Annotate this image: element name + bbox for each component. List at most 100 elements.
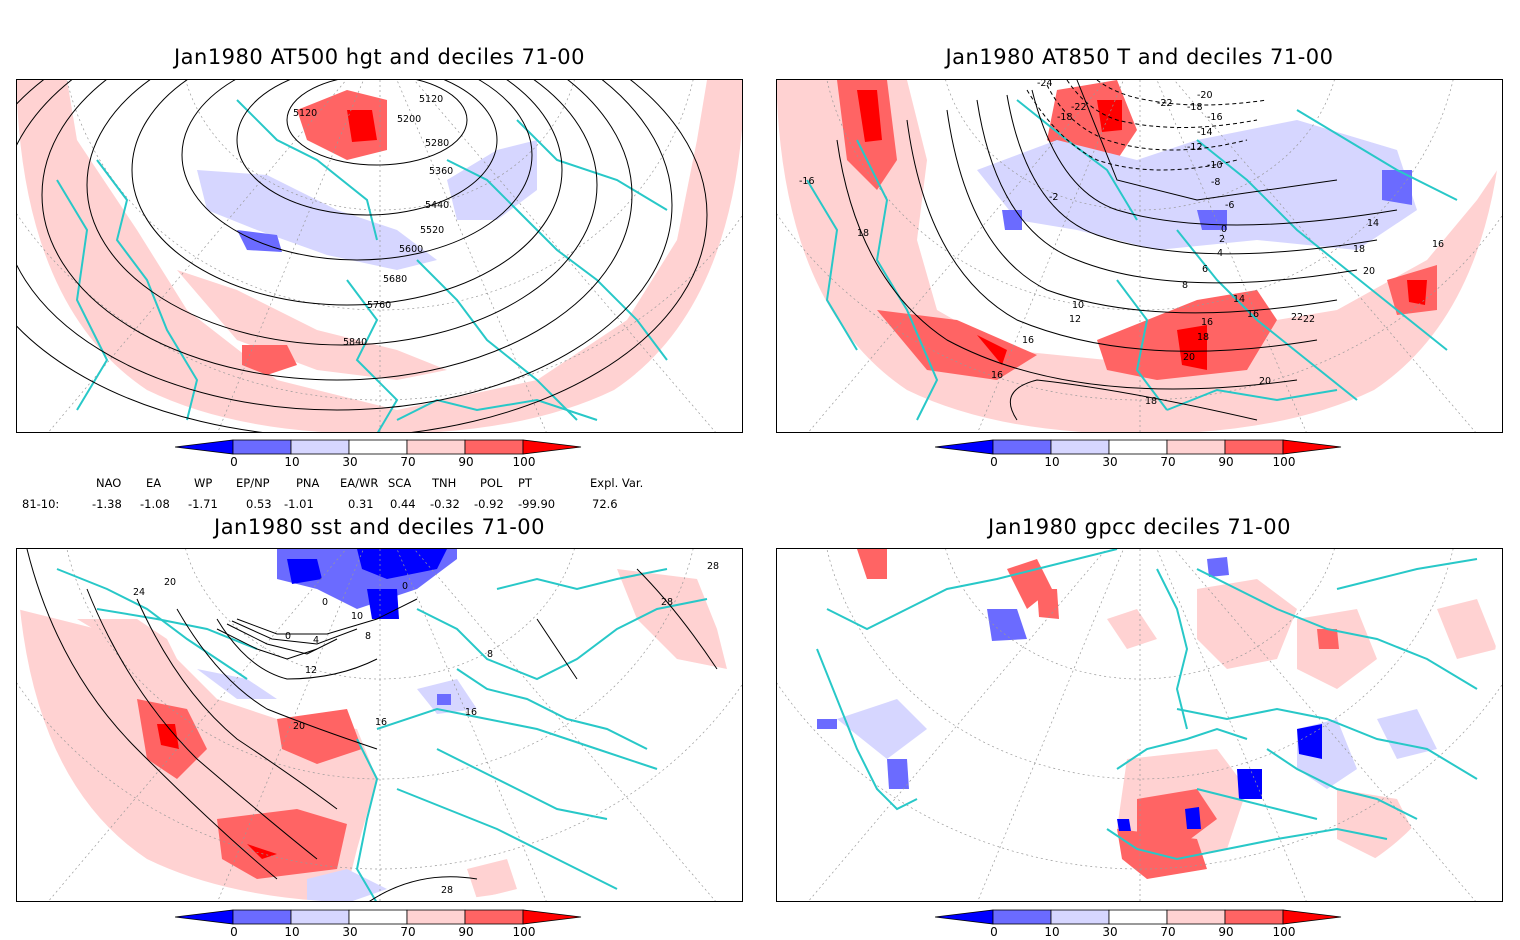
colorbar-segment [174, 909, 234, 925]
disk-mask [777, 549, 1502, 901]
contour-label: 5360 [429, 166, 453, 177]
colorbar-label: 100 [512, 455, 536, 469]
contour-label: 12 [1069, 314, 1081, 325]
contour-label: 16 [1201, 317, 1213, 328]
contour-label: 18 [1197, 332, 1209, 343]
panel-title-sst: Jan1980 sst and deciles 71-00 [214, 515, 545, 539]
contour-label: 20 [164, 577, 176, 588]
colorbar-label: 30 [1102, 455, 1118, 469]
colorbar-segment [406, 439, 466, 455]
contour-label: 0 [1221, 224, 1227, 235]
contour-label: 8 [1182, 280, 1188, 291]
graticule [777, 549, 1502, 901]
contour-label: 5760 [367, 300, 391, 311]
contour-label: 0 [285, 631, 291, 642]
contour-label: -10 [1207, 160, 1223, 171]
contour-label: 8 [365, 631, 371, 642]
contour-label: -22 [1071, 102, 1087, 113]
graticule [777, 80, 1502, 432]
colorbar-segment [992, 439, 1052, 455]
map-hgt: 5120 5120 5200 5280 5360 5440 5520 5600 … [17, 80, 742, 432]
contour-label: 5120 [419, 94, 443, 105]
index-value: -1.08 [140, 497, 170, 511]
contour-label: 22 [1291, 312, 1303, 323]
colorbar-segment [1282, 909, 1342, 925]
colorbar-segment [1108, 439, 1168, 455]
colorbar-ramp [934, 439, 1342, 455]
colorbar-segment [290, 439, 350, 455]
contour-label: 16 [991, 370, 1003, 381]
contour-label: 5600 [399, 244, 423, 255]
contour-label: 14 [1367, 218, 1379, 229]
colorbar-label: 70 [400, 925, 416, 939]
colorbar-label: 90 [458, 455, 474, 469]
contour-label: 16 [1432, 239, 1444, 250]
contour-label: 5280 [425, 138, 449, 149]
colorbar-label: 10 [1044, 925, 1060, 939]
contour-label: 6 [1202, 264, 1208, 275]
index-header-pol: POL [480, 476, 503, 490]
colorbar-label: 70 [400, 455, 416, 469]
index-header-pt: PT [518, 476, 532, 490]
colorbar-segment [464, 909, 524, 925]
graticule [17, 80, 742, 432]
contour-label: -22 [1157, 98, 1173, 109]
contour-labels: 24 20 0 0 4 8 10 0 12 16 20 16 8 28 28 2… [133, 561, 719, 896]
colorbar-segment [1108, 909, 1168, 925]
index-header-wp: WP [194, 476, 213, 490]
colorbar-segment [290, 909, 350, 925]
contour-label: 16 [465, 707, 477, 718]
index-header-eawr: EA/WR [340, 476, 379, 490]
contour-label: 18 [857, 228, 869, 239]
temperature-contours [836, 80, 1398, 421]
colorbar-label: 30 [1102, 925, 1118, 939]
contour-label: 16 [1022, 335, 1034, 346]
contour-label: -14 [1197, 127, 1213, 138]
contour-labels: 5120 5120 5200 5280 5360 5440 5520 5600 … [293, 94, 453, 348]
colorbar-label: 100 [512, 925, 536, 939]
colorbar-label: 0 [230, 455, 238, 469]
index-value: 0.44 [390, 497, 416, 511]
colorbar-segment [1224, 439, 1284, 455]
colorbar-label: 10 [1044, 455, 1060, 469]
contour-label: 0 [322, 597, 328, 608]
colorbar-label: 10 [284, 455, 300, 469]
colorbar-segment [1050, 909, 1110, 925]
negative-contours [1026, 80, 1268, 171]
map-panel-hgt: 5120 5120 5200 5280 5360 5440 5520 5600 … [16, 79, 743, 433]
contour-label: 2 [1219, 234, 1225, 245]
colorbar-label: 30 [342, 455, 358, 469]
coastlines [806, 99, 1458, 421]
index-header-tnh: TNH [432, 476, 457, 490]
colorbar-ramp [174, 439, 582, 455]
colorbar-segment [934, 909, 994, 925]
contour-label: 22 [1303, 314, 1315, 325]
colorbar-ramp [934, 909, 1342, 925]
contour-label: 28 [661, 597, 673, 608]
panel-title-t850: Jan1980 AT850 T and deciles 71-00 [945, 45, 1334, 69]
contour-label: 10 [351, 611, 363, 622]
colorbar-bottom-left: 0 10 30 70 90 100 [174, 908, 585, 940]
colorbar-segment [1224, 909, 1284, 925]
colorbar-label: 0 [230, 925, 238, 939]
contour-label: 20 [1259, 376, 1271, 387]
index-value: 72.6 [592, 497, 618, 511]
colorbar-label: 10 [284, 925, 300, 939]
index-value: -1.38 [92, 497, 122, 511]
index-header-epnp: EP/NP [236, 476, 270, 490]
colorbar-segment [934, 439, 994, 455]
colorbar-label: 90 [1218, 925, 1234, 939]
contour-label: 5520 [420, 225, 444, 236]
contour-label: 5680 [383, 274, 407, 285]
index-value: -0.32 [430, 497, 460, 511]
index-header-pna: PNA [296, 476, 320, 490]
contour-label: -24 [1037, 80, 1053, 89]
colorbar-label: 100 [1272, 925, 1296, 939]
coastlines [816, 549, 1478, 861]
colorbar-label: 70 [1160, 925, 1176, 939]
contour-label: 10 [1072, 300, 1084, 311]
contour-label: 12 [305, 665, 317, 676]
map-sst: 24 20 0 0 4 8 10 0 12 16 20 16 8 28 28 2… [17, 549, 742, 901]
colorbar-segment [1050, 439, 1110, 455]
index-header-nao: NAO [96, 476, 122, 490]
